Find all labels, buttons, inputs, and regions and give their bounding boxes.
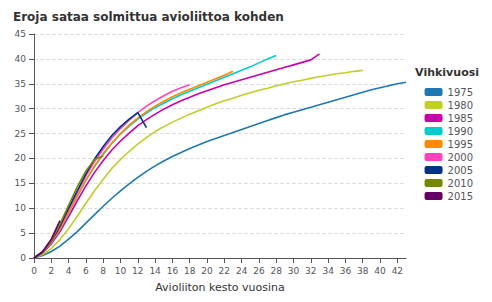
svg-text:10: 10 <box>115 266 127 276</box>
svg-text:0: 0 <box>31 266 37 276</box>
svg-text:2010: 2010 <box>448 178 473 189</box>
svg-text:25: 25 <box>15 129 26 139</box>
svg-text:16: 16 <box>167 266 179 276</box>
svg-text:22: 22 <box>219 266 230 276</box>
svg-text:1980: 1980 <box>448 100 473 111</box>
svg-text:1995: 1995 <box>448 139 473 150</box>
svg-text:30: 30 <box>288 266 300 276</box>
svg-text:14: 14 <box>149 266 161 276</box>
svg-text:26: 26 <box>253 266 265 276</box>
svg-text:42: 42 <box>392 266 403 276</box>
svg-text:10: 10 <box>15 203 27 213</box>
svg-text:1990: 1990 <box>448 126 473 137</box>
svg-text:0: 0 <box>20 253 26 263</box>
svg-text:8: 8 <box>100 266 106 276</box>
svg-text:12: 12 <box>132 266 143 276</box>
svg-text:15: 15 <box>15 178 26 188</box>
svg-text:20: 20 <box>15 153 27 163</box>
svg-text:Eroja sataa solmittua avioliit: Eroja sataa solmittua avioliittoa kohden <box>13 10 284 24</box>
svg-text:35: 35 <box>15 79 26 89</box>
svg-text:40: 40 <box>15 54 27 64</box>
svg-text:18: 18 <box>184 266 196 276</box>
svg-text:36: 36 <box>340 266 352 276</box>
svg-text:20: 20 <box>201 266 213 276</box>
svg-text:45: 45 <box>15 29 26 39</box>
svg-text:40: 40 <box>374 266 386 276</box>
svg-text:2005: 2005 <box>448 165 473 176</box>
svg-text:28: 28 <box>271 266 283 276</box>
svg-text:1975: 1975 <box>448 87 473 98</box>
svg-text:2015: 2015 <box>448 191 473 202</box>
svg-text:24: 24 <box>236 266 248 276</box>
svg-text:Vihkivuosi: Vihkivuosi <box>415 66 479 79</box>
svg-text:30: 30 <box>15 104 27 114</box>
svg-text:1985: 1985 <box>448 113 473 124</box>
svg-text:4: 4 <box>66 266 72 276</box>
svg-text:32: 32 <box>305 266 316 276</box>
svg-text:Avioliiton kesto vuosina: Avioliiton kesto vuosina <box>155 281 285 294</box>
svg-text:2000: 2000 <box>448 152 473 163</box>
svg-text:34: 34 <box>322 266 334 276</box>
svg-text:2: 2 <box>48 266 54 276</box>
svg-text:38: 38 <box>357 266 369 276</box>
svg-text:5: 5 <box>20 228 26 238</box>
svg-text:6: 6 <box>83 266 89 276</box>
